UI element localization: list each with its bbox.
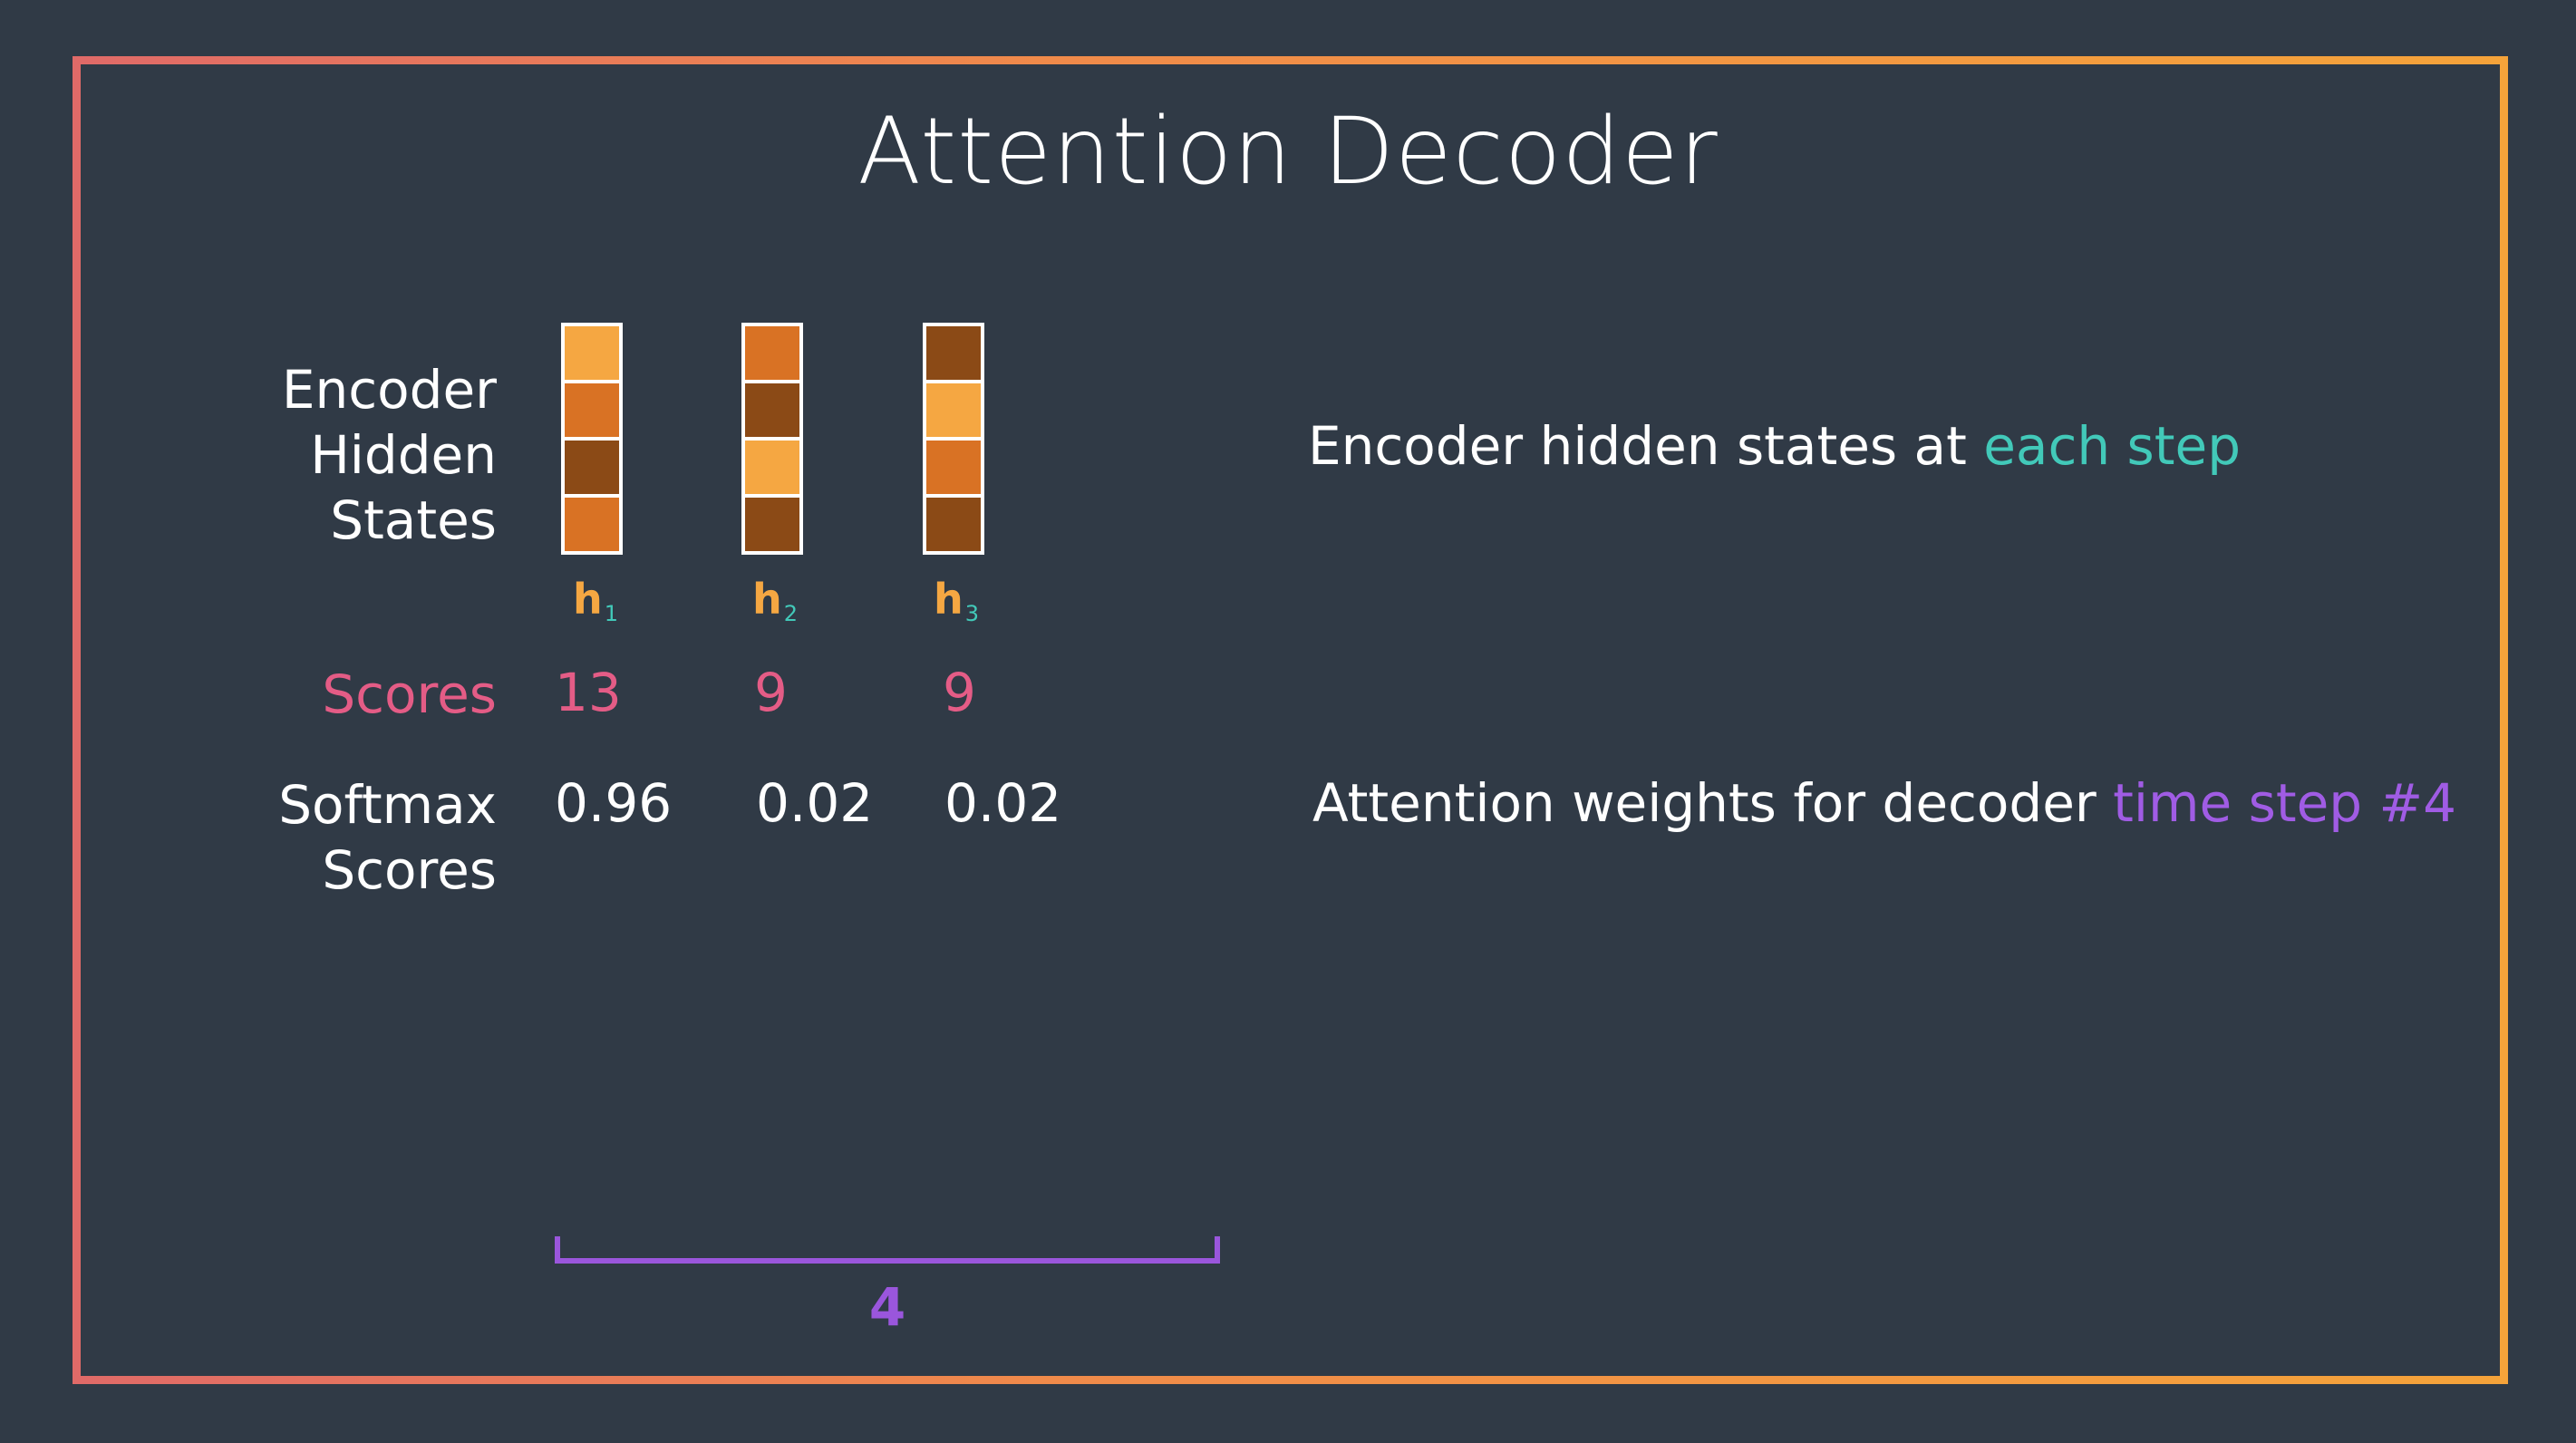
hidden-state-index: 3 bbox=[964, 601, 980, 626]
slide-border bbox=[73, 56, 2508, 1384]
score-value-3: 9 bbox=[943, 662, 976, 723]
vector-cell bbox=[565, 498, 619, 551]
score-value-1: 13 bbox=[555, 662, 622, 723]
score-value-2: 9 bbox=[754, 662, 788, 723]
softmax-value-3: 0.02 bbox=[944, 772, 1062, 834]
attention-weights-note: Attention weights for decoder time step … bbox=[1312, 772, 2456, 834]
attention-note-text: Attention weights for decoder bbox=[1312, 772, 2114, 834]
slide-title: Attention Decoder bbox=[857, 98, 1719, 206]
softmax-value-2: 0.02 bbox=[756, 772, 874, 834]
time-step-highlight: time step #4 bbox=[2113, 772, 2457, 834]
scores-label: Scores bbox=[322, 663, 497, 725]
softmax-label-line-1: Softmax bbox=[278, 774, 497, 836]
vector-cell bbox=[565, 383, 619, 437]
slide-canvas bbox=[81, 64, 2500, 1376]
hidden-state-label-1: h1 bbox=[573, 575, 618, 626]
vector-cell bbox=[565, 441, 619, 494]
hidden-state-index: 2 bbox=[783, 601, 799, 626]
encoder-label-line-2: Hidden bbox=[310, 424, 497, 486]
encoder-note-text: Encoder hidden states at bbox=[1308, 415, 1984, 477]
hidden-state-vector-3 bbox=[923, 323, 984, 555]
vector-cell bbox=[745, 326, 799, 380]
hidden-state-label-2: h2 bbox=[752, 575, 798, 626]
hidden-state-name: h bbox=[573, 575, 603, 624]
decoder-step-bracket bbox=[555, 1236, 1220, 1264]
vector-cell bbox=[926, 441, 981, 494]
encoder-hidden-states-label: Encoder Hidden States bbox=[181, 357, 497, 553]
hidden-state-index: 1 bbox=[604, 601, 619, 626]
hidden-state-name: h bbox=[934, 575, 964, 624]
vector-cell bbox=[745, 498, 799, 551]
each-step-highlight: each step bbox=[1983, 415, 2242, 477]
vector-cell bbox=[926, 383, 981, 437]
softmax-value-1: 0.96 bbox=[555, 772, 673, 834]
vector-cell bbox=[926, 326, 981, 380]
hidden-state-vector-1 bbox=[561, 323, 623, 555]
vector-cell bbox=[565, 326, 619, 380]
encoder-states-note: Encoder hidden states at each step bbox=[1308, 415, 2241, 477]
softmax-scores-label: Softmax Scores bbox=[181, 772, 497, 903]
decoder-step-number: 4 bbox=[868, 1276, 906, 1338]
encoder-label-line-3: States bbox=[330, 489, 497, 551]
vector-cell bbox=[745, 441, 799, 494]
softmax-label-line-2: Scores bbox=[322, 839, 497, 901]
vector-cell bbox=[926, 498, 981, 551]
vector-cell bbox=[745, 383, 799, 437]
hidden-state-label-3: h3 bbox=[934, 575, 979, 626]
hidden-state-name: h bbox=[752, 575, 782, 624]
hidden-state-vector-2 bbox=[741, 323, 803, 555]
encoder-label-line-1: Encoder bbox=[281, 359, 497, 421]
